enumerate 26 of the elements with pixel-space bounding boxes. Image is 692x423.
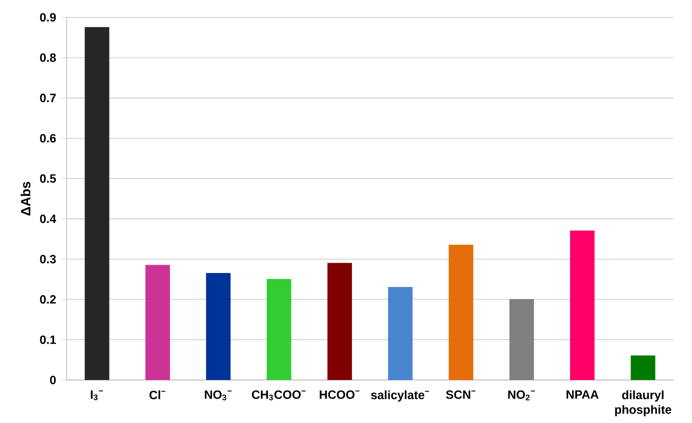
y-tick-label: 0.1 <box>40 336 56 344</box>
y-tick-label: 0.2 <box>40 295 56 304</box>
x-tick-label: salicylate$^{−}$ <box>371 390 430 402</box>
y-tick-label: 0.5 <box>40 174 56 183</box>
y-tick-label: 0.6 <box>40 134 56 143</box>
y-tick-label: 0.3 <box>40 255 56 264</box>
bar <box>84 27 110 380</box>
x-tick-label: dilauryl phosphite <box>615 390 672 416</box>
y-tick-label: 0.7 <box>40 94 56 102</box>
y-tick-label: 0.9 <box>40 13 56 22</box>
x-tick-label: HCOO$^{−}$ <box>320 390 360 400</box>
x-tick-label: CH$_{3}$COO$^{−}$ <box>252 390 306 400</box>
x-tick-label: NO$_{2}$− <box>508 390 535 400</box>
bar <box>509 299 534 380</box>
bar <box>327 263 352 380</box>
x-tick-label: I$_{3}$− <box>90 390 103 400</box>
x-tick-label: NO$_{3}$− <box>204 390 232 400</box>
y-axis-title: ΔAbs <box>20 182 30 216</box>
bar <box>266 279 292 380</box>
x-tick-label: NPAA <box>566 390 599 399</box>
x-tick-label: SCN$^{−}$ <box>446 390 476 400</box>
y-tick-label: 0.4 <box>40 214 56 224</box>
y-tick-label: 0 <box>50 376 56 384</box>
x-tick-label: Cl$^{−}$ <box>150 390 166 400</box>
bar <box>630 356 656 380</box>
y-tick-label: 0.8 <box>40 54 56 62</box>
